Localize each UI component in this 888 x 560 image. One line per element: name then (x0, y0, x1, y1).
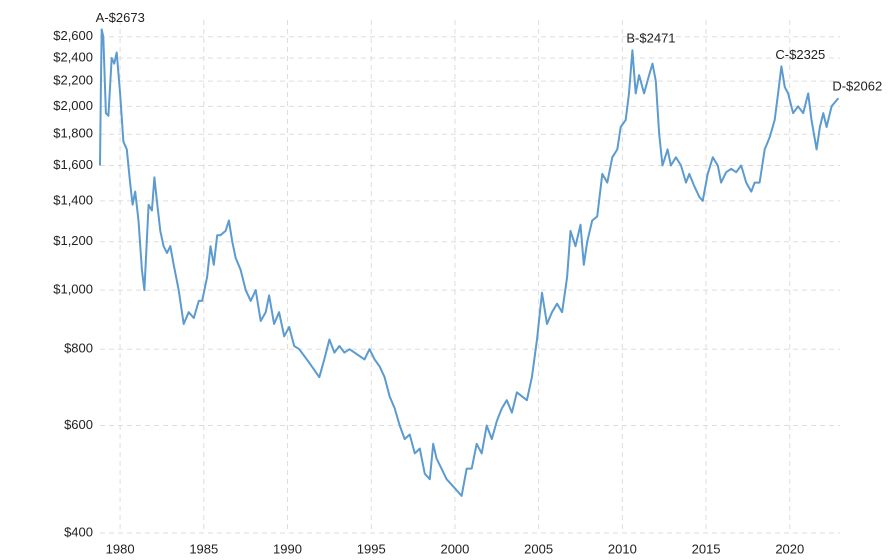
price-line (99, 28, 840, 497)
y-tick-label: $2,200 (53, 73, 93, 88)
x-tick-label: 1990 (273, 541, 302, 556)
y-tick-label: $1,800 (53, 126, 93, 141)
y-tick-label: $2,600 (53, 28, 93, 43)
x-tick-label: 2015 (692, 541, 721, 556)
annotation: B-$2471 (626, 31, 675, 46)
y-tick-label: $600 (64, 417, 93, 432)
y-tick-label: $2,000 (53, 98, 93, 113)
x-tick-label: 2010 (608, 541, 637, 556)
y-tick-label: $1,200 (53, 233, 93, 248)
x-tick-label: 2020 (775, 541, 804, 556)
x-tick-label: 1985 (189, 541, 218, 556)
y-tick-label: $2,400 (53, 49, 93, 64)
x-tick-label: 2005 (524, 541, 553, 556)
y-tick-label: $1,000 (53, 282, 93, 297)
annotation: C-$2325 (775, 47, 825, 62)
annotation: D-$2062 (832, 79, 882, 94)
y-tick-label: $400 (64, 524, 93, 539)
y-tick-label: $1,400 (53, 192, 93, 207)
x-tick-label: 2000 (440, 541, 469, 556)
annotation: A-$2673 (96, 10, 145, 25)
x-tick-label: 1980 (106, 541, 135, 556)
y-tick-label: $1,600 (53, 157, 93, 172)
x-tick-label: 1995 (357, 541, 386, 556)
y-tick-label: $800 (64, 341, 93, 356)
